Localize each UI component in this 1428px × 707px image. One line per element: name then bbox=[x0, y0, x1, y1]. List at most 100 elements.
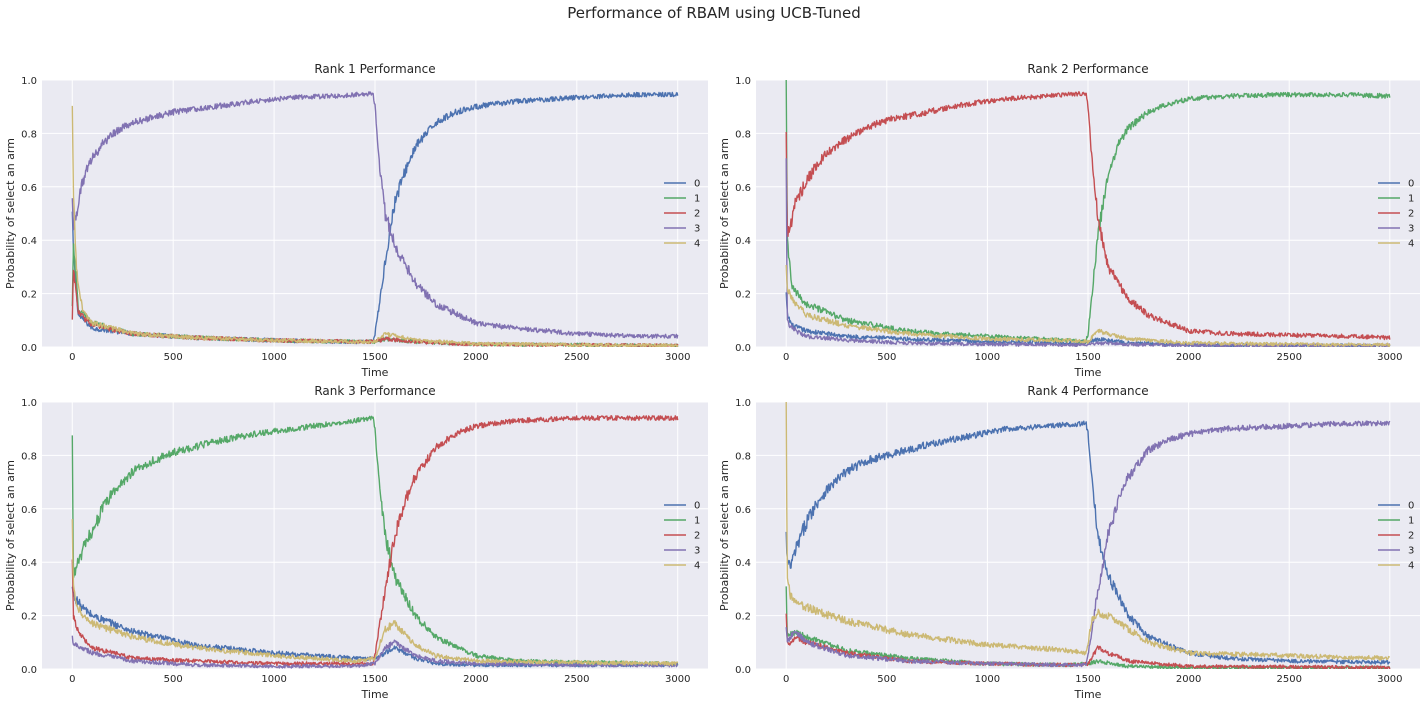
series-layer bbox=[71, 415, 679, 669]
series-line-1 bbox=[785, 80, 1391, 345]
legend-label-2: 2 bbox=[1408, 209, 1414, 220]
legend-label-1: 1 bbox=[1408, 516, 1414, 527]
grid bbox=[756, 401, 1420, 670]
x-tick-label: 1000 bbox=[975, 352, 1000, 363]
series-line-4 bbox=[71, 519, 679, 666]
x-tick-label: 1000 bbox=[975, 674, 1000, 685]
series-line-0 bbox=[785, 420, 1391, 665]
subplot-rank-2: 0 500 1000 1500 2000 2500 3000 0.0 0.2 0.4 0.6 0.8 1… bbox=[718, 62, 1420, 379]
series-line-3 bbox=[785, 158, 1391, 347]
tick-labels: 0 500 1000 1500 2000 2500 3000 0.0 0.2 0.4 0.6 0.8 1… bbox=[21, 76, 690, 363]
y-tick-label: 0.0 bbox=[21, 665, 37, 676]
legend-label-3: 3 bbox=[1408, 546, 1414, 557]
y-tick-label: 0.8 bbox=[735, 451, 751, 462]
x-tick-label: 2500 bbox=[564, 352, 589, 363]
x-tick-label: 500 bbox=[877, 674, 896, 685]
x-tick-label: 1500 bbox=[362, 352, 387, 363]
y-tick-label: 0.8 bbox=[735, 129, 751, 140]
y-axis-label: Probability of select an arm bbox=[4, 138, 17, 289]
series-line-2 bbox=[71, 415, 679, 667]
series-line-2 bbox=[785, 91, 1391, 341]
subplot-rank-1: 0 500 1000 1500 2000 2500 3000 0.0 0.2 0.4 0.6 0.8 1… bbox=[4, 62, 708, 379]
y-tick-label: 0.6 bbox=[735, 505, 751, 516]
series-layer bbox=[71, 91, 679, 347]
series-line-4 bbox=[785, 264, 1391, 347]
series-line-3 bbox=[785, 420, 1391, 668]
grid bbox=[42, 401, 708, 670]
x-tick-label: 500 bbox=[877, 352, 896, 363]
y-tick-label: 0.2 bbox=[735, 290, 751, 301]
legend-label-3: 3 bbox=[694, 224, 700, 235]
legend-label-0: 0 bbox=[694, 179, 700, 190]
y-tick-label: 0.6 bbox=[735, 183, 751, 194]
x-tick-label: 0 bbox=[783, 352, 789, 363]
y-tick-label: 0.8 bbox=[21, 451, 37, 462]
y-tick-label: 0.2 bbox=[21, 290, 37, 301]
x-tick-label: 2500 bbox=[564, 674, 589, 685]
subplot-title: Rank 1 Performance bbox=[314, 62, 435, 76]
tick-labels: 0 500 1000 1500 2000 2500 3000 0.0 0.2 0.4 0.6 0.8 1… bbox=[735, 398, 1402, 685]
subplot-title: Rank 3 Performance bbox=[314, 384, 435, 398]
series-line-4 bbox=[785, 402, 1391, 661]
y-tick-label: 0.0 bbox=[735, 665, 751, 676]
x-axis-label: Time bbox=[361, 366, 389, 379]
x-tick-label: 0 bbox=[69, 352, 75, 363]
legend-label-0: 0 bbox=[694, 501, 700, 512]
y-tick-label: 0.4 bbox=[735, 558, 751, 569]
y-axis-label: Probability of select an arm bbox=[718, 138, 731, 289]
y-tick-label: 1.0 bbox=[21, 76, 37, 87]
legend-label-1: 1 bbox=[1408, 194, 1414, 205]
legend-label-0: 0 bbox=[1408, 179, 1414, 190]
y-tick-label: 1.0 bbox=[21, 398, 37, 409]
y-tick-label: 0.4 bbox=[21, 236, 37, 247]
subplot-rank-3: 0 500 1000 1500 2000 2500 3000 0.0 0.2 0.4 0.6 0.8 1… bbox=[4, 384, 708, 701]
x-tick-label: 2000 bbox=[1176, 674, 1201, 685]
series-line-3 bbox=[71, 91, 679, 339]
legend-label-3: 3 bbox=[1408, 224, 1414, 235]
y-tick-label: 0.6 bbox=[21, 183, 37, 194]
subplot-title: Rank 4 Performance bbox=[1027, 384, 1148, 398]
x-tick-label: 3000 bbox=[1377, 352, 1402, 363]
legend-label-2: 2 bbox=[694, 531, 700, 542]
x-axis-label: Time bbox=[361, 688, 389, 701]
subplot-rank-4: 0 500 1000 1500 2000 2500 3000 0.0 0.2 0.4 0.6 0.8 1… bbox=[718, 384, 1420, 701]
x-tick-label: 2000 bbox=[463, 352, 488, 363]
x-tick-label: 3000 bbox=[1377, 674, 1402, 685]
y-axis-label: Probability of select an arm bbox=[4, 460, 17, 611]
legend-label-1: 1 bbox=[694, 194, 700, 205]
series-line-4 bbox=[71, 105, 679, 347]
x-tick-label: 1500 bbox=[362, 674, 387, 685]
x-tick-label: 0 bbox=[69, 674, 75, 685]
legend: 0 1 2 3 4 bbox=[664, 501, 700, 572]
x-tick-label: 2000 bbox=[463, 674, 488, 685]
legend-label-4: 4 bbox=[694, 561, 700, 572]
x-axis-label: Time bbox=[1074, 688, 1102, 701]
series-line-3 bbox=[71, 635, 678, 669]
y-tick-label: 1.0 bbox=[735, 76, 751, 87]
x-tick-label: 2000 bbox=[1176, 352, 1201, 363]
y-tick-label: 0.0 bbox=[735, 343, 751, 354]
x-tick-label: 500 bbox=[164, 674, 183, 685]
legend: 0 1 2 3 4 bbox=[664, 179, 700, 250]
x-tick-label: 1000 bbox=[261, 674, 286, 685]
series-layer bbox=[785, 402, 1391, 669]
legend-label-2: 2 bbox=[1408, 531, 1414, 542]
grid bbox=[42, 79, 708, 348]
y-tick-label: 0.2 bbox=[735, 612, 751, 623]
y-tick-label: 1.0 bbox=[735, 398, 751, 409]
grid bbox=[756, 79, 1420, 348]
y-tick-label: 0.0 bbox=[21, 343, 37, 354]
legend-label-4: 4 bbox=[1408, 561, 1414, 572]
legend-label-1: 1 bbox=[694, 516, 700, 527]
series-layer bbox=[785, 80, 1391, 347]
legend-label-2: 2 bbox=[694, 209, 700, 220]
x-tick-label: 0 bbox=[783, 674, 789, 685]
x-tick-label: 1000 bbox=[261, 352, 286, 363]
legend-label-4: 4 bbox=[694, 239, 700, 250]
subplot-title: Rank 2 Performance bbox=[1027, 62, 1148, 76]
y-axis-label: Probability of select an arm bbox=[718, 460, 731, 611]
figure-title: Performance of RBAM using UCB-Tuned bbox=[567, 4, 860, 22]
x-tick-label: 2500 bbox=[1276, 352, 1301, 363]
x-tick-label: 1500 bbox=[1075, 674, 1100, 685]
